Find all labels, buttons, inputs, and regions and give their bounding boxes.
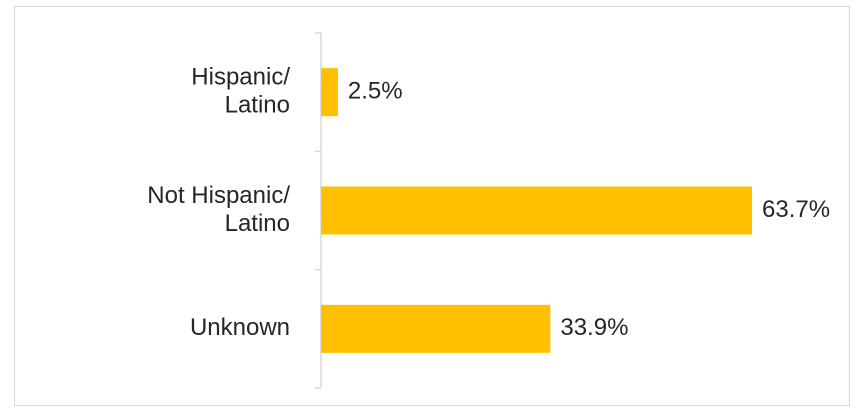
bar [321,304,551,353]
category-axis [315,32,322,389]
bar [321,186,752,235]
category-label: Unknown [190,314,290,341]
category-label: Latino [225,210,290,237]
category-label: Hispanic/ [191,64,290,91]
data-label: 2.5% [348,78,403,105]
category-label: Not Hispanic/ [147,182,290,209]
data-label: 33.9% [560,314,628,341]
labels: Hispanic/Latino 2.5% Not Hispanic/Latino 63… [147,64,830,342]
bar [321,68,338,117]
data-label: 63.7% [762,196,830,223]
bars [321,68,752,353]
category-label: Latino [225,92,290,119]
